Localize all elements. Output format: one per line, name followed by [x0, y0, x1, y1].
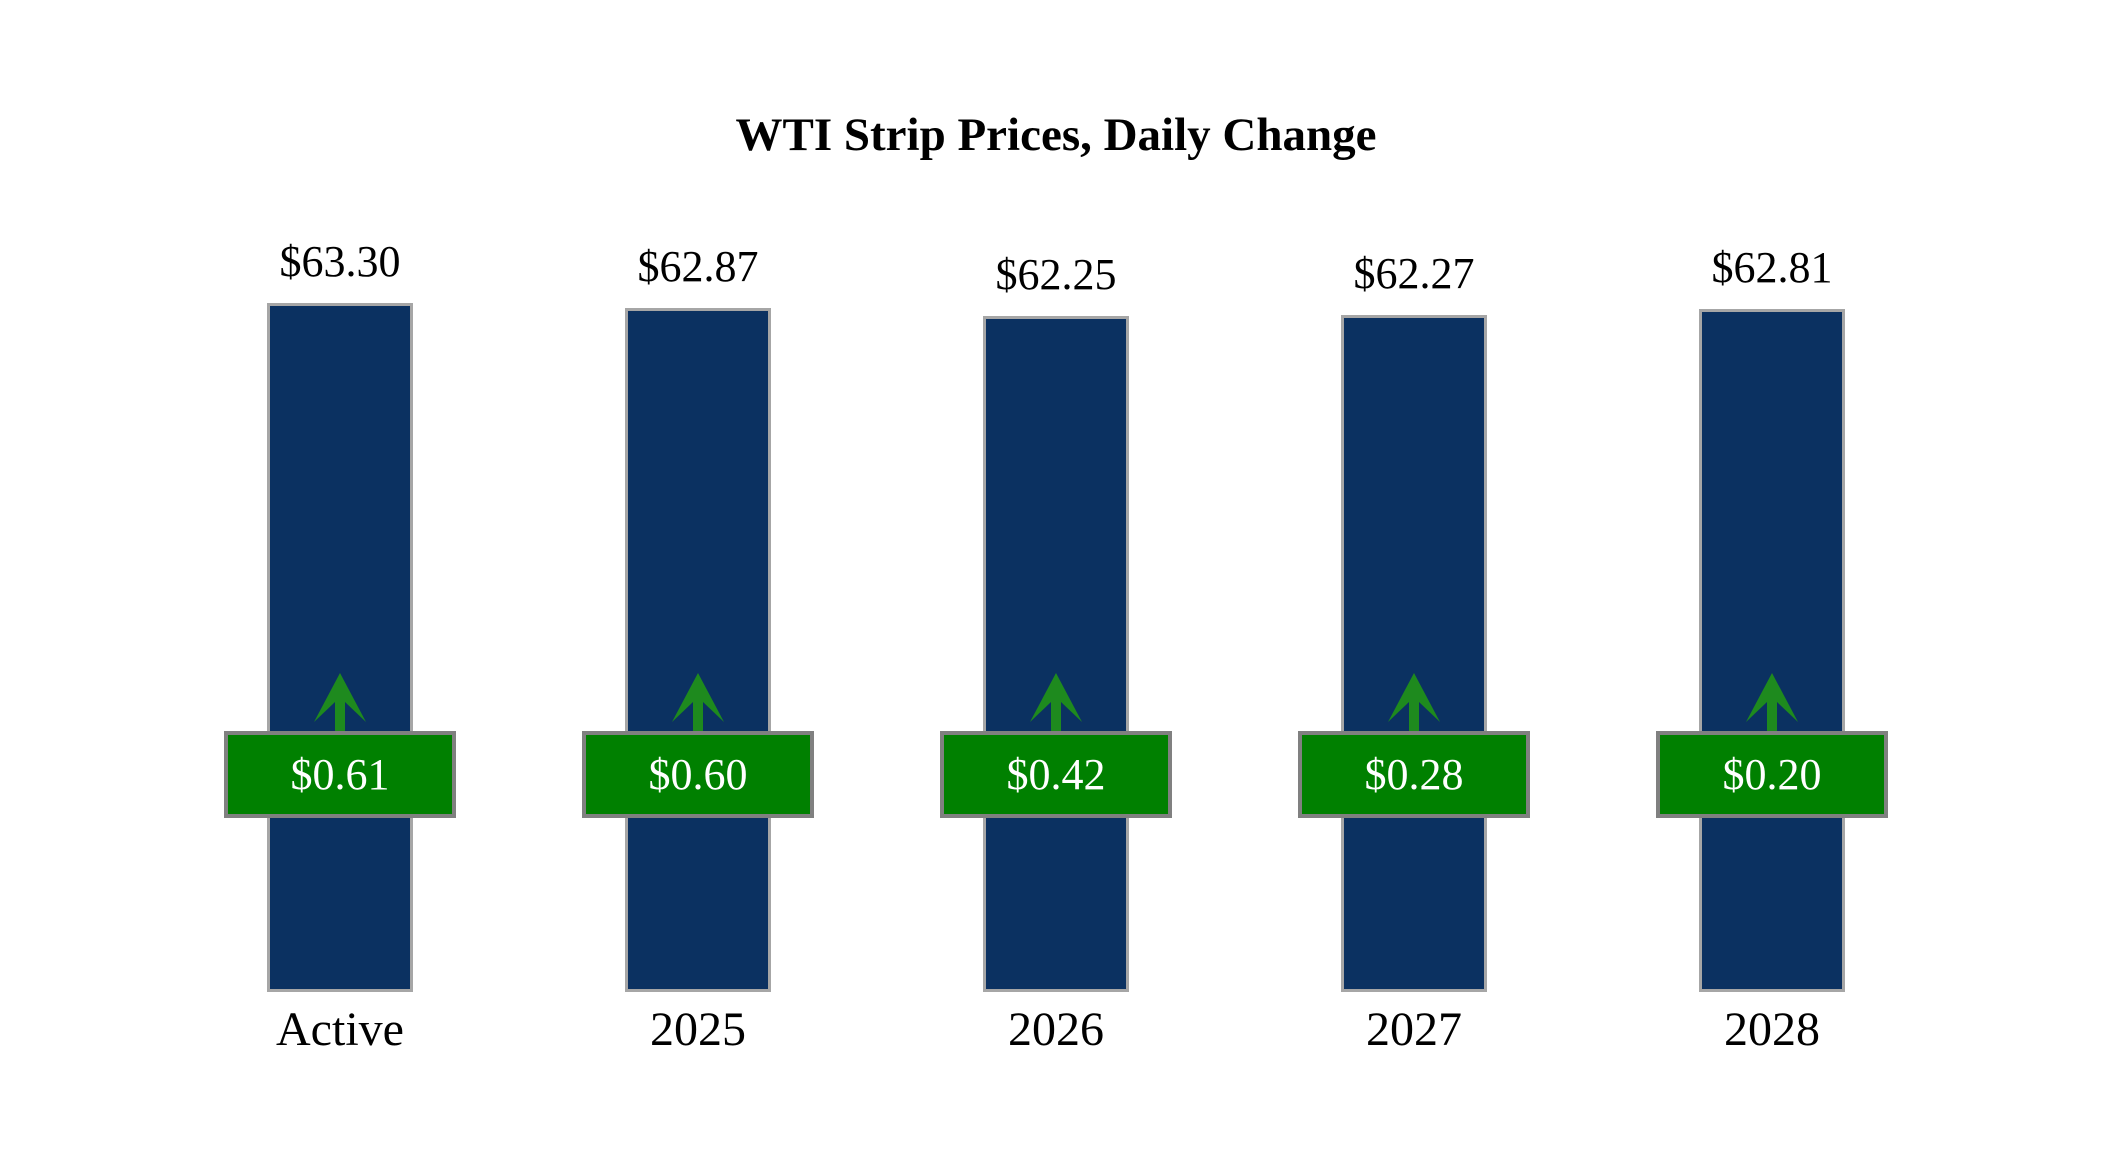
bar-column: $62.87 $0.60 2025	[519, 0, 877, 1152]
price-label: $62.27	[1353, 249, 1475, 299]
category-label: 2027	[1366, 1003, 1462, 1056]
price-bar	[1341, 315, 1487, 992]
change-label: $0.60	[648, 749, 748, 799]
chart-title: WTI Strip Prices, Daily Change	[735, 109, 1377, 161]
price-bar	[267, 303, 413, 992]
price-label: $62.81	[1711, 242, 1833, 292]
category-label: Active	[276, 1003, 404, 1056]
price-label: $63.30	[279, 237, 401, 286]
category-label: 2028	[1724, 1003, 1820, 1056]
bar-column: $62.25 $0.42 2026	[877, 0, 1235, 1152]
bar-column: $62.27 $0.28 2027	[1235, 0, 1593, 1152]
change-label: $0.28	[1364, 749, 1464, 799]
price-bar	[625, 308, 771, 992]
category-label: 2025	[650, 1003, 746, 1056]
change-label: $0.42	[1006, 749, 1106, 799]
change-badge: $0.61	[224, 731, 456, 818]
price-label: $62.87	[637, 242, 759, 292]
change-label: $0.20	[1722, 749, 1822, 799]
up-arrow-icon	[1746, 673, 1798, 732]
change-badge: $0.20	[1656, 731, 1888, 818]
price-bar	[1699, 308, 1845, 992]
change-label: $0.61	[290, 749, 390, 799]
up-arrow-icon	[672, 673, 724, 732]
change-badge: $0.60	[582, 731, 814, 818]
up-arrow-icon	[1030, 673, 1082, 732]
change-badge: $0.42	[940, 731, 1172, 818]
up-arrow-icon	[314, 673, 366, 732]
bar-column: $63.30 $0.61 Active	[161, 0, 519, 1152]
change-badge: $0.28	[1298, 731, 1530, 818]
up-arrow-icon	[1388, 673, 1440, 732]
price-label: $62.25	[995, 249, 1117, 299]
category-label: 2026	[1008, 1003, 1104, 1056]
price-bar	[983, 315, 1129, 992]
bar-column: $62.81 $0.20 2028	[1593, 0, 1951, 1152]
